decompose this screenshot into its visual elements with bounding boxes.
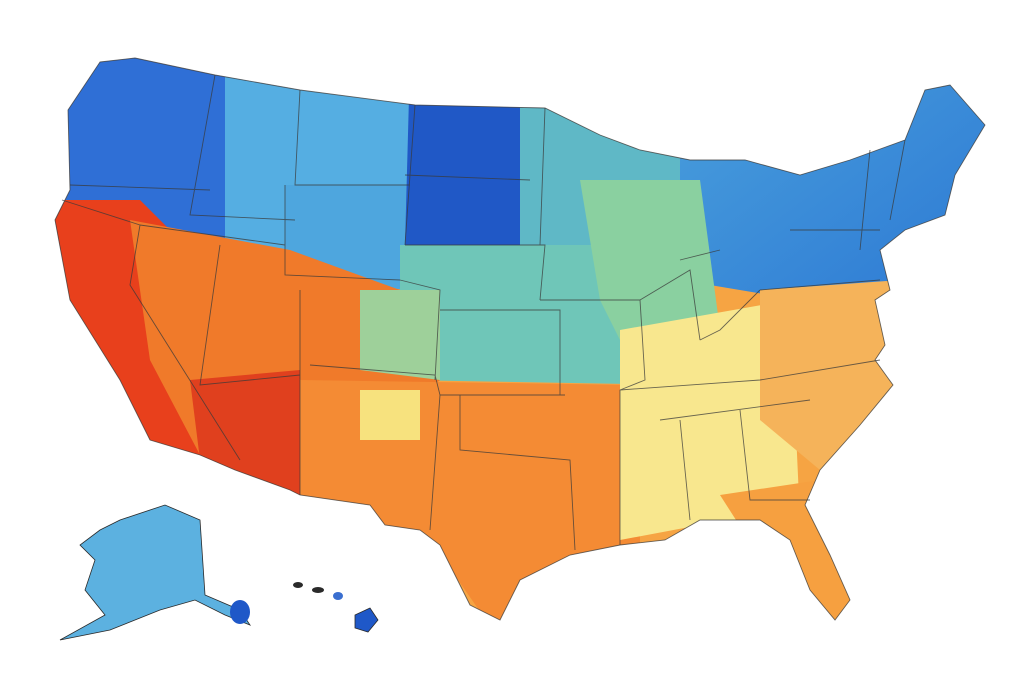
hawaii-island	[293, 582, 303, 588]
alaska	[59, 504, 252, 641]
new-mexico-highlight	[360, 390, 420, 440]
alaska-panhandle	[230, 600, 250, 624]
southeast-region	[620, 300, 800, 540]
hawaii-big-island	[354, 607, 379, 633]
hawaii-island	[333, 592, 343, 600]
mountain-north-region	[225, 60, 415, 270]
us-outline	[54, 57, 986, 621]
northeast-region	[680, 60, 985, 300]
dakotas-region	[405, 60, 540, 250]
florida-region	[720, 480, 860, 620]
arizona-region	[190, 370, 300, 495]
alaska-shape	[59, 504, 252, 641]
hawaii-island	[312, 587, 324, 593]
colorado-region	[360, 290, 440, 380]
hawaii	[293, 582, 379, 633]
state-borders	[54, 57, 986, 621]
